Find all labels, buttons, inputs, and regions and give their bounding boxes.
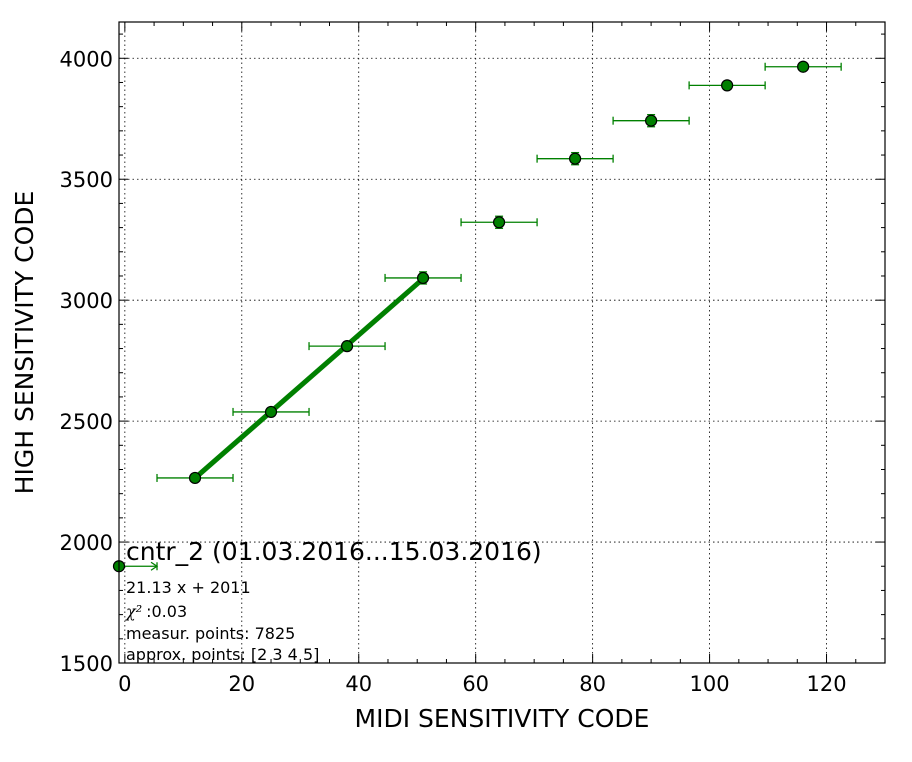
data-point-group bbox=[384, 271, 462, 285]
data-point bbox=[721, 79, 734, 92]
x-tick-label: 20 bbox=[228, 672, 255, 696]
y-tick-label: 3500 bbox=[60, 168, 113, 192]
data-point-group bbox=[460, 215, 538, 229]
data-point-group bbox=[232, 405, 310, 419]
fit-line bbox=[193, 276, 425, 480]
fit-line-layer bbox=[193, 276, 425, 480]
x-tick-label: 100 bbox=[690, 672, 730, 696]
axis-ticks: 0 20 40 60 80 100 120 1500 2000 2500 3000 3500 4000 bbox=[60, 22, 886, 696]
data-point-group bbox=[536, 151, 614, 166]
x-axis-title: MIDI SENSITIVITY CODE bbox=[355, 704, 650, 733]
data-point-group bbox=[688, 79, 766, 92]
y-tick-label: 3000 bbox=[60, 289, 113, 313]
x-tick-label: 60 bbox=[462, 672, 489, 696]
annotation-chi2: χ²:0.03 bbox=[125, 602, 187, 621]
chi2-symbol: χ² bbox=[125, 602, 142, 621]
x-tick-label: 40 bbox=[345, 672, 372, 696]
data-point-group bbox=[612, 113, 690, 128]
annotation-measur-points: measur. points: 7825 bbox=[126, 624, 295, 643]
data-point bbox=[416, 271, 430, 285]
data-point bbox=[645, 114, 658, 127]
data-point-group bbox=[156, 471, 234, 485]
x-tick-label: 80 bbox=[579, 672, 606, 696]
legend-arrow bbox=[150, 561, 159, 571]
plot-frame bbox=[118, 21, 886, 664]
annotation: cntr_2 (01.03.2016...15.03.2016) 21.13 x… bbox=[125, 537, 542, 664]
annotation-approx-points: approx. points: [2 3 4 5] bbox=[126, 645, 319, 664]
annotation-equation: 21.13 x + 2011 bbox=[126, 578, 251, 597]
data-point-group bbox=[764, 60, 842, 73]
annotation-title: cntr_2 (01.03.2016...15.03.2016) bbox=[126, 537, 542, 566]
y-tick-label: 2000 bbox=[60, 531, 113, 555]
y-tick-label: 1500 bbox=[60, 652, 113, 676]
data-point-group bbox=[308, 340, 386, 353]
data-point bbox=[797, 60, 810, 73]
chi2-value: :0.03 bbox=[146, 602, 187, 621]
y-axis-title: HIGH SENSITIVITY CODE bbox=[10, 191, 39, 495]
y-tick-label: 2500 bbox=[60, 410, 113, 434]
y-tick-label: 4000 bbox=[60, 47, 113, 71]
data-point bbox=[340, 340, 354, 353]
x-tick-label: 120 bbox=[806, 672, 846, 696]
x-tick-label: 0 bbox=[118, 672, 131, 696]
data-point bbox=[492, 216, 506, 229]
data-point bbox=[264, 405, 278, 419]
data-points bbox=[156, 60, 842, 485]
data-point bbox=[188, 471, 202, 485]
data-point bbox=[568, 152, 582, 165]
